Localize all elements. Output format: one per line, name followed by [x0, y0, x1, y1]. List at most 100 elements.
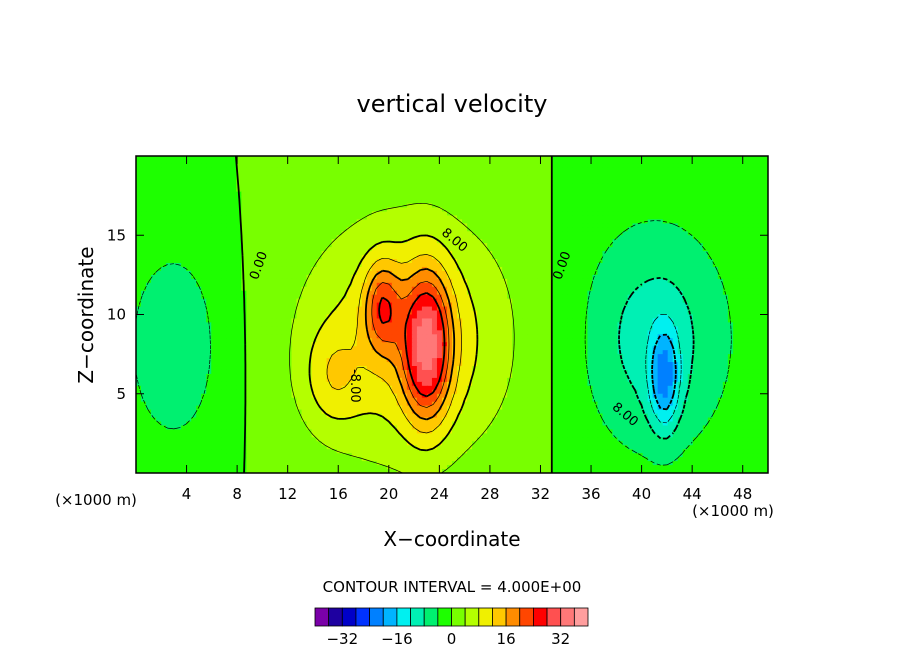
field-cell: [206, 274, 212, 280]
field-cell: [562, 270, 568, 276]
field-cell: [552, 227, 558, 232]
field-cell: [532, 211, 538, 217]
field-cell: [176, 298, 182, 304]
field-cell: [151, 306, 157, 312]
field-cell: [692, 239, 699, 244]
field-cell: [472, 251, 478, 256]
field-cell: [517, 171, 523, 177]
field-cell: [141, 195, 147, 201]
field-cell: [632, 302, 639, 308]
field-cell: [492, 282, 498, 288]
field-cell: [757, 239, 764, 244]
field-cell: [722, 203, 729, 209]
field-cell: [517, 235, 523, 240]
field-cell: [241, 239, 247, 244]
field-cell: [597, 306, 604, 312]
field-cell: [752, 251, 759, 256]
field-cell: [321, 227, 328, 232]
field-cell: [156, 251, 162, 256]
field-cell: [416, 282, 423, 288]
field-cell: [176, 270, 182, 276]
field-cell: [236, 270, 242, 276]
field-cell: [196, 259, 202, 264]
field-cell: [657, 290, 664, 296]
field-cell: [146, 207, 152, 213]
field-cell: [562, 203, 568, 209]
field-cell: [557, 294, 563, 300]
field-cell: [276, 274, 283, 280]
field-cell: [401, 302, 408, 308]
field-cell: [366, 167, 373, 173]
field-cell: [587, 199, 594, 205]
field-cell: [507, 231, 513, 236]
field-cell: [166, 231, 172, 236]
field-cell: [612, 302, 619, 308]
field-cell: [572, 156, 578, 161]
field-cell: [732, 278, 739, 284]
field-cell: [351, 195, 358, 201]
field-cell: [662, 163, 669, 169]
field-cell: [296, 310, 303, 316]
field-cell: [532, 199, 538, 205]
field-cell: [421, 163, 428, 169]
field-cell: [231, 278, 237, 284]
field-cell: [602, 251, 609, 256]
field-cell: [381, 179, 388, 185]
field-cell: [717, 215, 724, 220]
field-cell: [462, 191, 468, 197]
field-cell: [562, 215, 568, 220]
field-cell: [517, 203, 523, 209]
field-cell: [261, 207, 268, 213]
field-cell: [216, 203, 222, 209]
field-cell: [291, 278, 298, 284]
field-cell: [577, 227, 584, 232]
field-cell: [457, 294, 463, 300]
field-cell: [381, 302, 388, 308]
field-cell: [271, 266, 278, 272]
field-cell: [667, 294, 674, 300]
field-cell: [336, 159, 343, 165]
field-cell: [276, 251, 283, 256]
field-cell: [396, 183, 403, 189]
field-cell: [206, 207, 212, 213]
field-cell: [572, 239, 578, 244]
field-cell: [492, 270, 498, 276]
field-cell: [562, 251, 568, 256]
field-cell: [151, 171, 157, 177]
field-cell: [757, 290, 764, 296]
field-cell: [677, 282, 684, 288]
field-cell: [762, 294, 768, 300]
field-cell: [301, 183, 308, 189]
field-cell: [642, 247, 649, 252]
field-cell: [201, 227, 207, 232]
field-cell: [371, 255, 378, 260]
field-cell: [426, 286, 433, 292]
field-cell: [647, 306, 654, 312]
field-cell: [577, 270, 584, 276]
field-cell: [351, 235, 358, 240]
field-cell: [692, 235, 699, 240]
field-cell: [762, 179, 768, 185]
field-cell: [331, 183, 338, 189]
field-cell: [737, 215, 744, 220]
field-cell: [161, 278, 167, 284]
field-cell: [211, 159, 217, 165]
field-cell: [707, 211, 714, 217]
field-cell: [647, 195, 654, 201]
field-cell: [747, 171, 754, 177]
field-cell: [747, 235, 754, 240]
field-cell: [707, 243, 714, 248]
field-cell: [622, 179, 629, 185]
field-cell: [507, 156, 513, 161]
field-cell: [336, 167, 343, 173]
field-cell: [512, 171, 518, 177]
field-cell: [431, 179, 438, 185]
field-cell: [191, 227, 197, 232]
field-cell: [737, 298, 744, 304]
field-cell: [216, 286, 222, 292]
field-cell: [261, 191, 268, 197]
field-cell: [331, 278, 338, 284]
field-cell: [246, 167, 252, 173]
field-cell: [617, 191, 624, 197]
field-cell: [712, 286, 719, 292]
